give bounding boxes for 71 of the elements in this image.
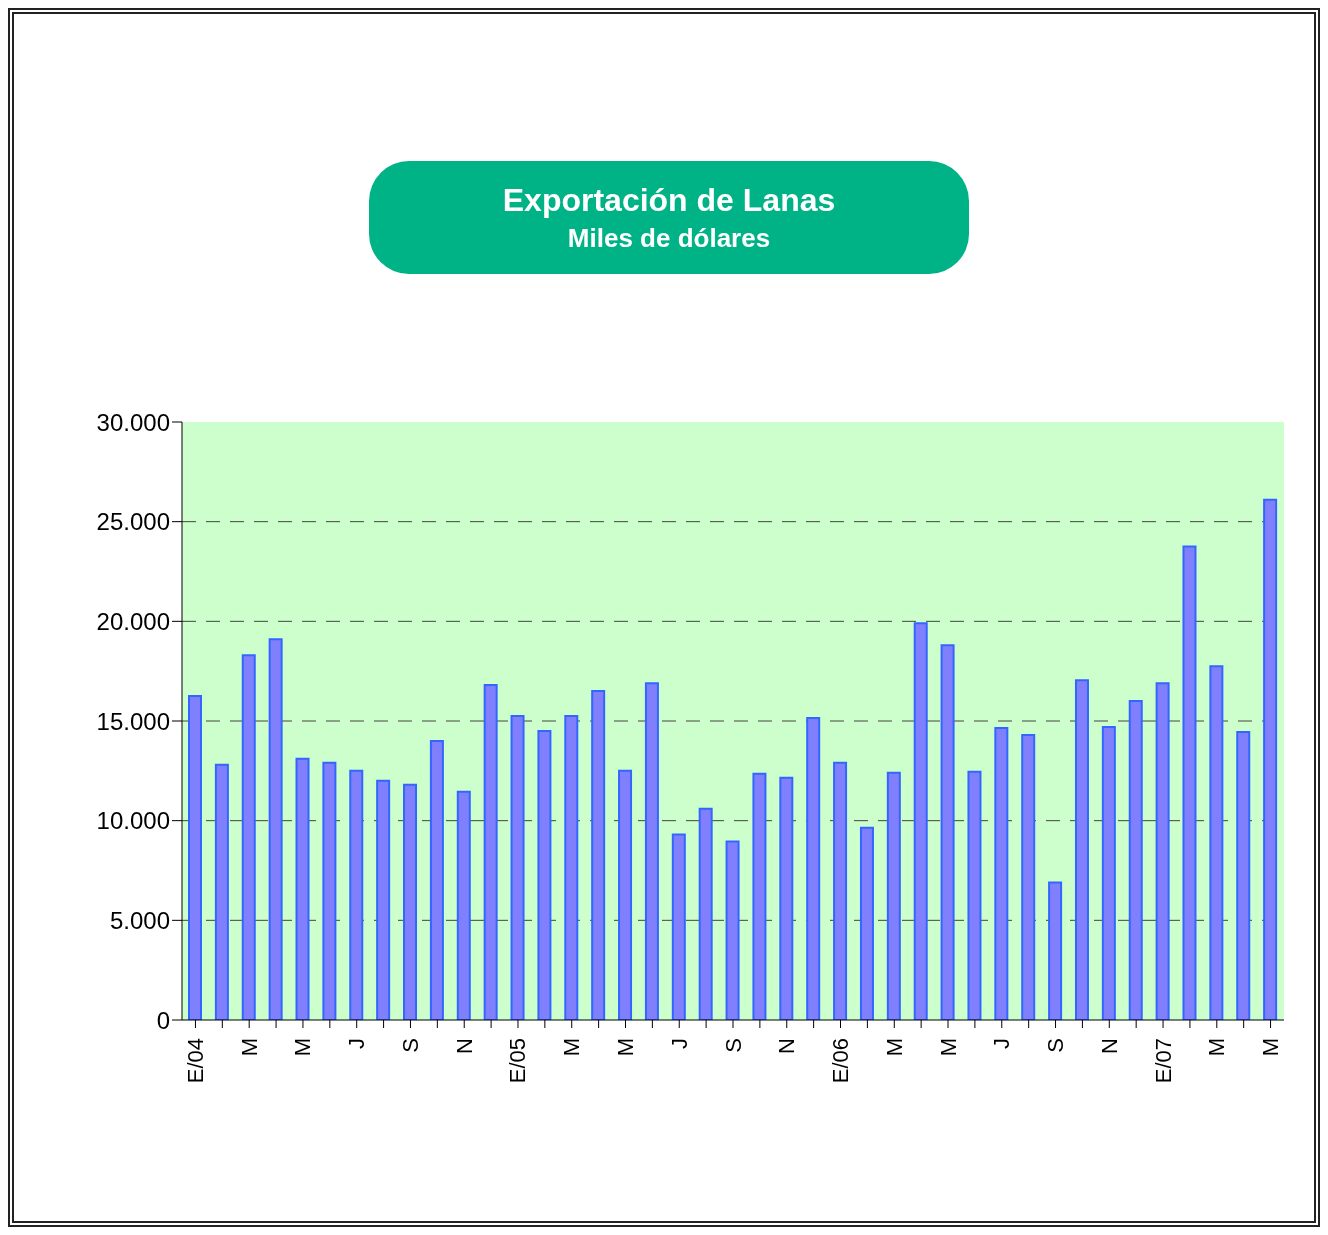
y-tick-label: 15.000 <box>96 707 170 735</box>
y-tick-label: 20.000 <box>96 607 170 635</box>
bar <box>913 622 928 1020</box>
bar <box>564 715 579 1020</box>
bar <box>859 826 874 1020</box>
x-tick-label: E/05 <box>505 1038 531 1084</box>
x-tick-label: J <box>989 1038 1015 1049</box>
bar <box>483 684 498 1020</box>
chart-subtitle: Miles de dólares <box>567 222 771 254</box>
x-tick-label: S <box>1043 1038 1069 1053</box>
x-tick-label: S <box>720 1038 746 1053</box>
bar <box>295 757 310 1020</box>
bar <box>1182 545 1197 1020</box>
x-tick-label: S <box>397 1038 423 1053</box>
bar <box>1128 700 1143 1020</box>
x-tick-label: M <box>236 1038 262 1057</box>
bar <box>1074 679 1089 1020</box>
x-tick-label: N <box>774 1038 800 1054</box>
bar <box>349 769 364 1020</box>
bar <box>698 807 713 1020</box>
y-tick-label: 0 <box>156 1006 170 1034</box>
x-tick-label: M <box>559 1038 585 1057</box>
bar <box>967 770 982 1020</box>
bar <box>886 771 901 1020</box>
bar <box>188 695 202 1020</box>
bar <box>644 682 659 1020</box>
bar <box>779 776 794 1020</box>
bar <box>752 772 767 1020</box>
bar <box>1048 881 1063 1020</box>
bar <box>214 763 229 1020</box>
bar <box>1155 682 1170 1020</box>
bar <box>241 654 256 1020</box>
y-tick-label: 5.000 <box>109 906 170 934</box>
bar <box>376 779 391 1020</box>
bar <box>403 783 418 1020</box>
bar <box>456 790 471 1020</box>
x-tick-label: J <box>666 1038 692 1049</box>
x-tick-label: J <box>344 1038 370 1049</box>
bar <box>806 717 821 1020</box>
x-tick-label: E/07 <box>1150 1038 1176 1084</box>
bar <box>725 840 740 1020</box>
bar <box>940 644 955 1020</box>
x-tick-label: M <box>1258 1038 1284 1057</box>
x-tick-label: M <box>881 1038 907 1057</box>
x-tick-label: M <box>290 1038 316 1057</box>
bar <box>1209 665 1224 1020</box>
x-tick-label: M <box>612 1038 638 1057</box>
bar <box>1021 733 1036 1020</box>
x-tick-label: N <box>1096 1038 1122 1054</box>
x-tick-label: E/04 <box>182 1038 208 1084</box>
bar <box>429 739 444 1020</box>
y-tick-label: 10.000 <box>96 807 170 835</box>
bar <box>1236 730 1251 1020</box>
chart-title: Exportación de Lanas <box>502 181 836 219</box>
bar <box>510 715 525 1020</box>
bar <box>833 761 848 1020</box>
bar <box>671 833 686 1020</box>
y-tick-label: 25.000 <box>96 508 170 536</box>
x-tick-label: E/06 <box>828 1038 854 1084</box>
bar <box>1101 725 1116 1020</box>
bar <box>322 761 337 1020</box>
bar <box>268 638 283 1020</box>
bar <box>994 726 1009 1020</box>
bar <box>618 769 633 1020</box>
x-tick-label: M <box>935 1038 961 1057</box>
bar <box>1263 498 1278 1020</box>
x-tick-label: N <box>451 1038 477 1054</box>
bar <box>537 729 552 1020</box>
bar <box>591 690 606 1020</box>
x-tick-label: M <box>1204 1038 1230 1057</box>
y-tick-label: 30.000 <box>96 408 170 436</box>
